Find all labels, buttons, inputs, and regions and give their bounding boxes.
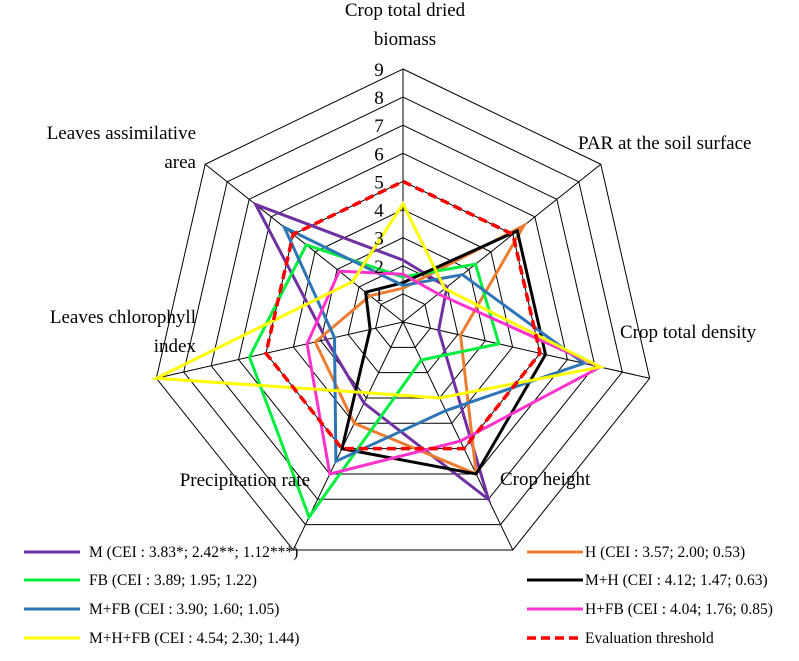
series-m-h-line (340, 228, 548, 476)
axis-label-crop-total-dried-biomass: Crop total dried biomass (345, 0, 466, 50)
legend-label-m-h: M+H (CEI : 4.12; 1.47; 0.63) (585, 572, 768, 589)
axis-label-par-at-the-soil-surface: PAR at the soil surface (578, 133, 751, 154)
series-m-fb-line (281, 224, 588, 464)
tick-label: 9 (374, 60, 384, 81)
legend-label-h: H (CEI : 3.57; 2.00; 0.53) (585, 544, 745, 561)
axis-label-crop-height: Crop height (500, 469, 591, 490)
grid-ring-4 (292, 209, 514, 424)
axis-spoke (156, 321, 404, 379)
grid-ring-6 (238, 152, 568, 475)
tick-label: 8 (374, 88, 384, 109)
tick-label: 5 (374, 172, 384, 193)
tick-label: 6 (374, 144, 384, 165)
axis-label-precipitation-rate: Precipitation rate (180, 470, 310, 491)
grid-ring-9 (155, 68, 651, 551)
tick-label: 1 (374, 285, 384, 306)
legend-label-h-fb: H+FB (CEI : 4.04; 1.76; 0.85) (585, 601, 773, 618)
series-m-h-fb-line (150, 200, 605, 400)
axis-label-crop-total-density: Crop total density (620, 322, 757, 343)
radar-axis-labels: Crop total dried biomass PAR at the soil s… (47, 0, 757, 491)
tick-label: 7 (374, 116, 384, 137)
grid-ring-8 (183, 96, 623, 526)
grid-ring-2 (347, 265, 459, 374)
axis-spoke (402, 163, 602, 323)
axis-label-leaves-assimilative-area: Leaves assimilative area (47, 123, 197, 173)
legend-label-m-h-fb: M+H+FB (CEI : 4.54; 2.30; 1.44) (89, 630, 299, 647)
tick-label: 4 (374, 201, 384, 222)
series-evaluation-threshold-line (264, 179, 542, 451)
radar-series (150, 179, 605, 521)
axis-label-leaves-chlorophyll-index: Leaves chlorophyll index (50, 307, 197, 357)
axis-spoke (402, 321, 650, 379)
series-fb-line (247, 243, 501, 521)
axis-spoke (402, 321, 514, 551)
series-h-line (313, 221, 528, 477)
radar-tick-labels: 1 2 3 4 5 6 7 8 9 (374, 60, 384, 306)
tick-label: 2 (374, 257, 384, 278)
grid-ring-1 (375, 293, 431, 348)
grid-ring-7 (210, 124, 596, 500)
legend-label-evaluation-threshold: Evaluation threshold (585, 630, 714, 647)
legend-label-m: M (CEI : 3.83*; 2.42**; 1.12***) (89, 544, 298, 561)
legend-label-m-fb: M+FB (CEI : 3.90; 1.60; 1.05) (89, 601, 279, 618)
tick-label: 3 (374, 229, 384, 250)
legend-label-fb: FB (CEI : 3.89; 1.95; 1.22) (89, 572, 257, 589)
legend: M (CEI : 3.83*; 2.42**; 1.12***) H (CEI :… (24, 544, 773, 647)
series-h-fb-line (305, 269, 604, 476)
